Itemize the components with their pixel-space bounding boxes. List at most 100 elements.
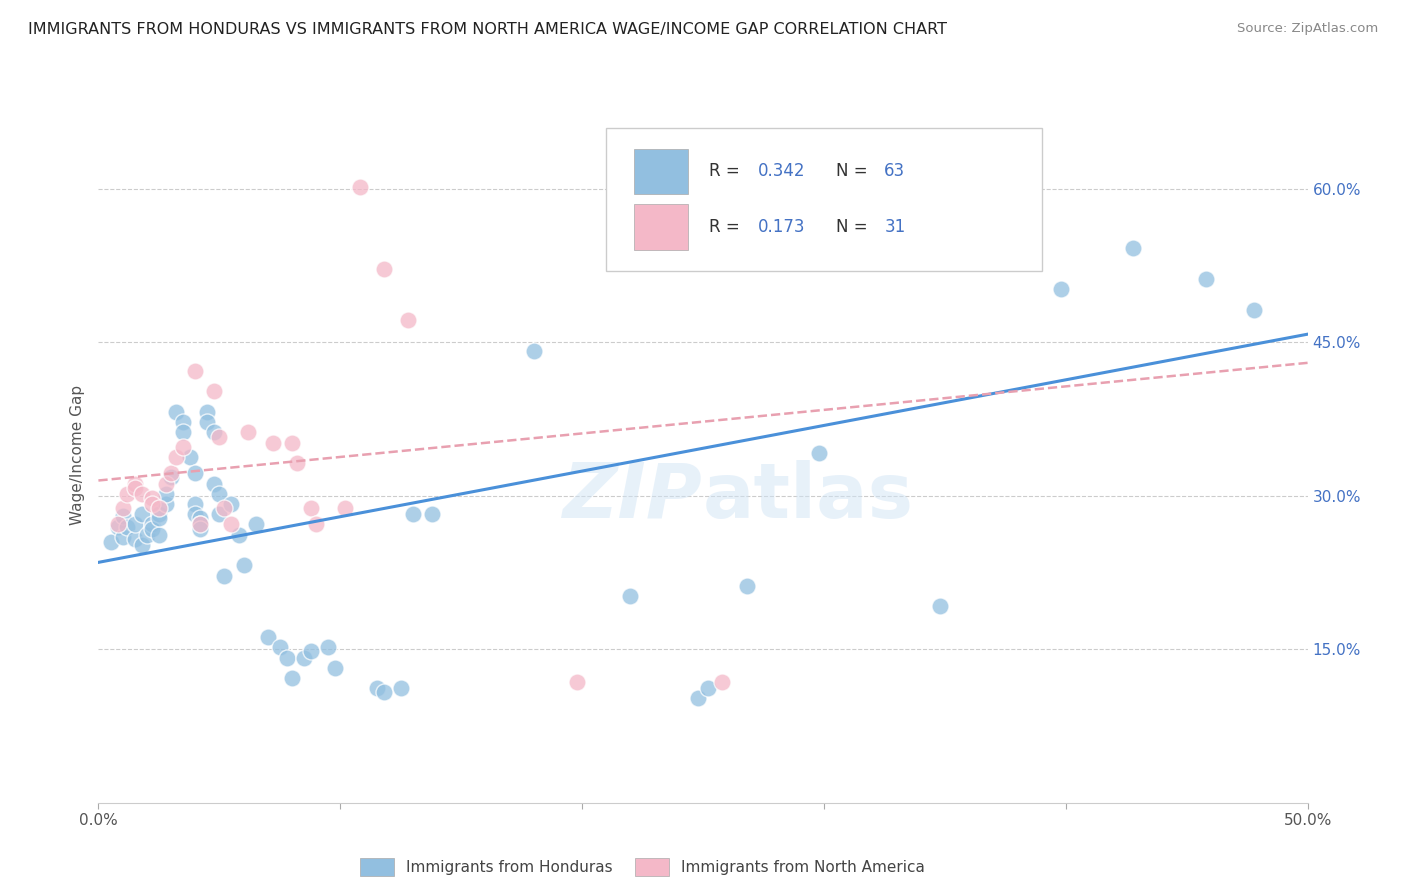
Point bbox=[305, 517, 328, 532]
Point bbox=[212, 501, 235, 516]
Point bbox=[619, 589, 641, 603]
Point bbox=[373, 685, 395, 699]
Point bbox=[141, 522, 163, 536]
Point bbox=[160, 470, 183, 484]
Point bbox=[117, 487, 139, 501]
Point bbox=[111, 509, 134, 524]
Text: Source: ZipAtlas.com: Source: ZipAtlas.com bbox=[1237, 22, 1378, 36]
Point bbox=[172, 415, 194, 429]
Point bbox=[696, 681, 718, 696]
Point bbox=[349, 179, 371, 194]
Point bbox=[204, 476, 226, 491]
Point bbox=[299, 501, 322, 516]
Point bbox=[389, 681, 412, 696]
Point bbox=[195, 415, 218, 429]
Point bbox=[188, 522, 211, 536]
Point bbox=[188, 511, 211, 525]
Point bbox=[131, 487, 153, 501]
Bar bbox=[634, 149, 689, 194]
Point bbox=[1243, 302, 1265, 317]
Point bbox=[135, 527, 157, 541]
Point bbox=[184, 467, 207, 481]
Point bbox=[269, 640, 291, 655]
Point bbox=[155, 497, 177, 511]
Point bbox=[396, 313, 419, 327]
Point bbox=[124, 517, 146, 532]
Point bbox=[184, 508, 207, 522]
Point bbox=[195, 405, 218, 419]
Point bbox=[711, 675, 734, 690]
Point bbox=[141, 517, 163, 532]
Point bbox=[285, 456, 308, 470]
Point bbox=[1122, 241, 1144, 255]
Point bbox=[688, 691, 710, 706]
Text: atlas: atlas bbox=[703, 459, 914, 533]
Point bbox=[373, 261, 395, 276]
Point bbox=[281, 435, 304, 450]
Point bbox=[100, 535, 122, 549]
Point bbox=[808, 446, 831, 460]
Point bbox=[281, 671, 304, 685]
Point bbox=[204, 425, 226, 440]
Point bbox=[131, 508, 153, 522]
Text: 0.342: 0.342 bbox=[758, 162, 804, 180]
Point bbox=[232, 558, 254, 573]
Text: N =: N = bbox=[837, 218, 873, 235]
Point bbox=[208, 429, 231, 443]
Y-axis label: Wage/Income Gap: Wage/Income Gap bbox=[70, 384, 86, 525]
Point bbox=[245, 517, 267, 532]
Point bbox=[523, 343, 546, 358]
Point bbox=[124, 476, 146, 491]
Point bbox=[212, 568, 235, 582]
Point bbox=[155, 487, 177, 501]
Point bbox=[107, 517, 129, 532]
Point bbox=[208, 487, 231, 501]
Point bbox=[124, 481, 146, 495]
Point bbox=[160, 467, 183, 481]
Point bbox=[111, 501, 134, 516]
Legend: Immigrants from Honduras, Immigrants from North America: Immigrants from Honduras, Immigrants fro… bbox=[354, 852, 931, 882]
Point bbox=[111, 530, 134, 544]
Point bbox=[172, 425, 194, 440]
Point bbox=[141, 497, 163, 511]
Text: R =: R = bbox=[709, 162, 745, 180]
Point bbox=[124, 532, 146, 546]
Point bbox=[929, 599, 952, 614]
Point bbox=[184, 364, 207, 378]
Point bbox=[148, 501, 170, 516]
Point bbox=[1195, 272, 1218, 286]
Point bbox=[325, 661, 347, 675]
Text: N =: N = bbox=[837, 162, 873, 180]
Point bbox=[117, 519, 139, 533]
Point bbox=[1050, 282, 1073, 296]
Point bbox=[155, 476, 177, 491]
Point bbox=[333, 501, 356, 516]
Point bbox=[188, 517, 211, 532]
Text: IMMIGRANTS FROM HONDURAS VS IMMIGRANTS FROM NORTH AMERICA WAGE/INCOME GAP CORREL: IMMIGRANTS FROM HONDURAS VS IMMIGRANTS F… bbox=[28, 22, 948, 37]
Point bbox=[256, 630, 278, 644]
Point bbox=[292, 650, 315, 665]
Point bbox=[148, 527, 170, 541]
Point bbox=[299, 644, 322, 658]
Point bbox=[262, 435, 284, 450]
Text: 0.173: 0.173 bbox=[758, 218, 804, 235]
Bar bbox=[634, 204, 689, 250]
Point bbox=[188, 517, 211, 532]
Text: 31: 31 bbox=[884, 218, 905, 235]
Point bbox=[420, 508, 443, 522]
Text: R =: R = bbox=[709, 218, 745, 235]
Point bbox=[131, 538, 153, 552]
Point bbox=[221, 497, 243, 511]
FancyBboxPatch shape bbox=[606, 128, 1042, 270]
Point bbox=[148, 511, 170, 525]
Point bbox=[107, 519, 129, 533]
Text: ZIP: ZIP bbox=[564, 459, 703, 533]
Point bbox=[208, 508, 231, 522]
Point bbox=[221, 517, 243, 532]
Point bbox=[141, 491, 163, 505]
Point bbox=[366, 681, 388, 696]
Point bbox=[179, 450, 201, 464]
Point bbox=[276, 650, 298, 665]
Point bbox=[204, 384, 226, 399]
Point bbox=[165, 450, 187, 464]
